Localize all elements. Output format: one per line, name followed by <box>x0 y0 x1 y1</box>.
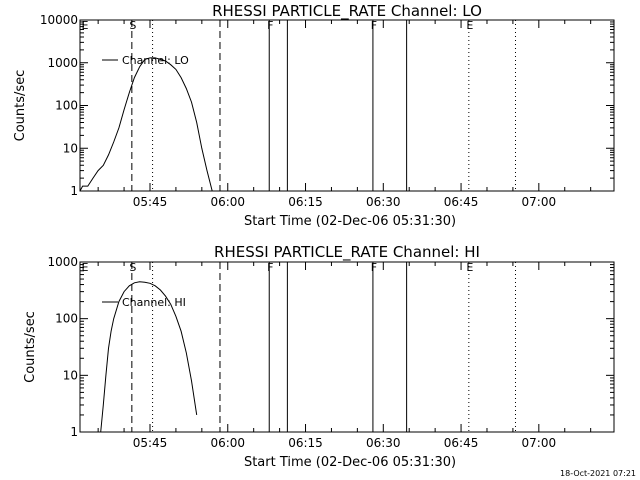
y-tick-label: 100 <box>55 99 78 113</box>
legend-label: Channel: HI <box>122 296 186 309</box>
marker-label: F <box>267 261 273 274</box>
x-tick-label: 06:30 <box>366 436 401 450</box>
y-tick-label: 1000 <box>47 255 78 269</box>
series-line <box>79 57 213 192</box>
y-axis-label: Counts/sec <box>23 311 38 383</box>
x-tick-label: 06:00 <box>210 195 245 209</box>
y-tick-label: 1 <box>70 425 78 439</box>
marker-label: S <box>129 261 136 274</box>
x-tick-label: 06:15 <box>288 195 323 209</box>
y-tick-label: 1000 <box>47 56 78 70</box>
plot-frame <box>79 19 615 192</box>
chart-title: RHESSI PARTICLE_RATE Channel: HI <box>214 243 480 262</box>
y-tick-label: 10000 <box>40 13 78 27</box>
x-axis-label: Start Time (02-Dec-06 05:31:30) <box>244 455 456 470</box>
chart-panel: RHESSI PARTICLE_RATE Channel: HI Counts/s… <box>23 243 615 470</box>
y-tick-label: 1 <box>70 184 78 198</box>
x-tick-label: 05:45 <box>133 195 168 209</box>
footer-timestamp: 18-Oct-2021 07:21 <box>560 469 636 478</box>
marker-label: E <box>466 261 473 274</box>
plot-frame <box>79 261 615 433</box>
edge-marker-label: E <box>82 19 89 32</box>
marker-label: F <box>371 261 377 274</box>
marker-label: E <box>466 19 473 32</box>
x-tick-label: 07:00 <box>522 195 557 209</box>
chart-panel: RHESSI PARTICLE_RATE Channel: LO Counts/s… <box>13 2 615 229</box>
x-tick-label: 06:00 <box>210 436 245 450</box>
x-tick-label: 06:15 <box>288 436 323 450</box>
chart-panels: RHESSI PARTICLE_RATE Channel: LO Counts/s… <box>13 2 615 470</box>
y-tick-label: 10 <box>63 368 78 382</box>
y-tick-label: 10 <box>63 141 78 155</box>
marker-label: F <box>371 19 377 32</box>
x-tick-label: 07:00 <box>522 436 557 450</box>
edge-marker-label: E <box>82 261 89 274</box>
x-tick-label: 06:30 <box>366 195 401 209</box>
x-tick-label: 06:45 <box>444 195 479 209</box>
y-tick-label: 100 <box>55 312 78 326</box>
series-line <box>100 281 198 433</box>
x-tick-label: 05:45 <box>133 436 168 450</box>
x-tick-label: 06:45 <box>444 436 479 450</box>
chart-title: RHESSI PARTICLE_RATE Channel: LO <box>212 2 482 21</box>
legend-label: Channel: LO <box>122 54 189 67</box>
y-axis-label: Counts/sec <box>13 70 28 142</box>
x-axis-label: Start Time (02-Dec-06 05:31:30) <box>244 214 456 229</box>
marker-label: S <box>129 19 136 32</box>
marker-label: F <box>267 19 273 32</box>
